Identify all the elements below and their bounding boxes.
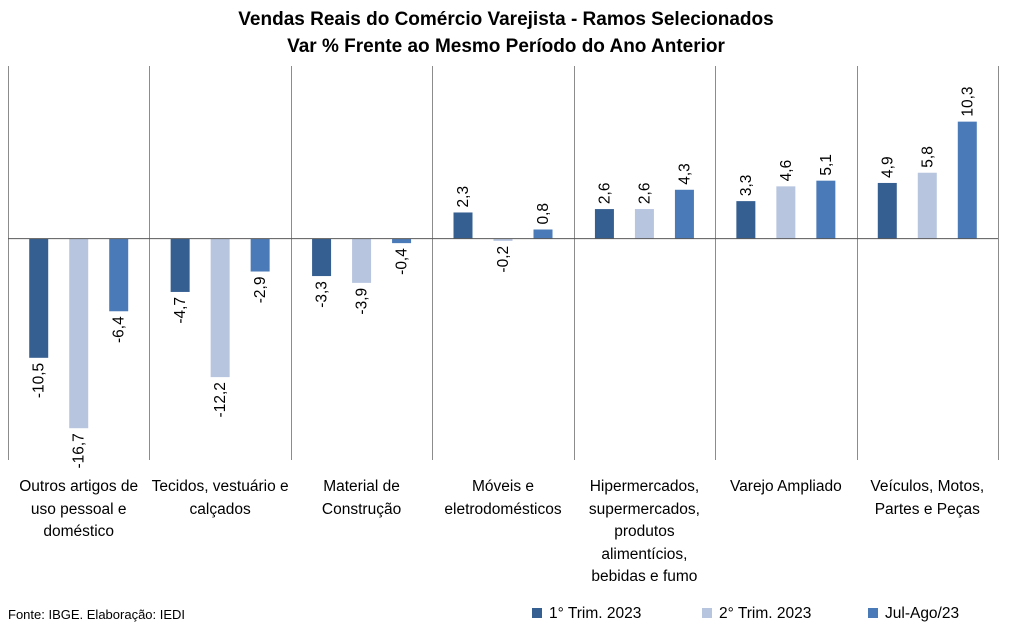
bar — [634, 209, 654, 239]
bar — [736, 201, 756, 239]
bar — [917, 172, 937, 239]
data-label: -2,9 — [252, 277, 269, 304]
legend-item: Jul-Ago/23 — [868, 604, 959, 624]
data-label: -6,4 — [111, 316, 128, 343]
category-label: Móveis e eletrodomésticos — [444, 478, 562, 518]
legend-label: 1° Trim. 2023 — [549, 605, 642, 622]
data-label: -3,9 — [354, 288, 371, 315]
data-label: -4,7 — [172, 297, 189, 324]
bar — [69, 238, 89, 429]
bar — [210, 238, 230, 378]
bar — [816, 180, 836, 239]
bar — [250, 238, 270, 272]
category-label: Outros artigos de uso pessoal e doméstic… — [19, 478, 139, 540]
legend-swatch — [868, 608, 878, 618]
bar — [453, 212, 473, 239]
bar — [170, 238, 190, 292]
data-label: 0,8 — [535, 203, 552, 225]
data-label: -0,4 — [394, 248, 411, 275]
data-label: 4,6 — [778, 160, 795, 182]
data-label: 4,9 — [879, 156, 896, 178]
bar — [392, 238, 412, 244]
legend-swatch — [702, 608, 712, 618]
data-label: 2,3 — [455, 186, 472, 208]
bar — [533, 229, 553, 239]
data-label: -0,2 — [495, 246, 512, 273]
legend-label: 2° Trim. 2023 — [719, 605, 812, 622]
source-note: Fonte: IBGE. Elaboração: IEDI — [8, 607, 186, 622]
data-label: 5,8 — [919, 146, 936, 168]
category-label: Material de Construção — [321, 478, 402, 518]
data-label: 2,6 — [596, 183, 613, 205]
bar — [877, 182, 897, 239]
legend: 1° Trim. 2023 2° Trim. 2023 Jul-Ago/23 — [0, 604, 1012, 624]
data-label: 3,3 — [738, 175, 755, 197]
data-label: 10,3 — [959, 86, 976, 116]
legend-label: Jul-Ago/23 — [885, 605, 960, 622]
legend-item: 2° Trim. 2023 — [702, 604, 811, 624]
bar — [29, 238, 49, 358]
data-label: 5,1 — [818, 154, 835, 176]
bar — [493, 238, 513, 241]
bar — [312, 238, 332, 277]
data-label: 4,3 — [676, 163, 693, 185]
legend-swatch — [532, 608, 542, 618]
category-label: Varejo Ampliado — [729, 478, 842, 495]
chart-title-block: Vendas Reais do Comércio Varejista - Ram… — [0, 6, 1012, 60]
data-label: -16,7 — [71, 433, 88, 468]
legend-item: 1° Trim. 2023 — [532, 604, 641, 624]
bar — [109, 238, 129, 312]
category-label: Tecidos, vestuário e calçados — [151, 478, 289, 518]
data-label: 2,6 — [636, 183, 653, 205]
bar — [352, 238, 372, 283]
data-label: -12,2 — [212, 382, 229, 417]
category-label: Veículos, Motos, Partes e Peças — [870, 478, 985, 518]
chart-subtitle: Var % Frente ao Mesmo Período do Ano Ant… — [287, 36, 725, 57]
bar — [594, 209, 614, 239]
data-label: -3,3 — [314, 281, 331, 308]
bar — [674, 189, 694, 239]
category-label: Hipermercados, supermercados, produtos a… — [588, 478, 700, 585]
bar — [776, 186, 796, 239]
chart-title: Vendas Reais do Comércio Varejista - Ram… — [238, 9, 774, 30]
data-label: -10,5 — [31, 363, 48, 398]
bar — [957, 121, 977, 239]
